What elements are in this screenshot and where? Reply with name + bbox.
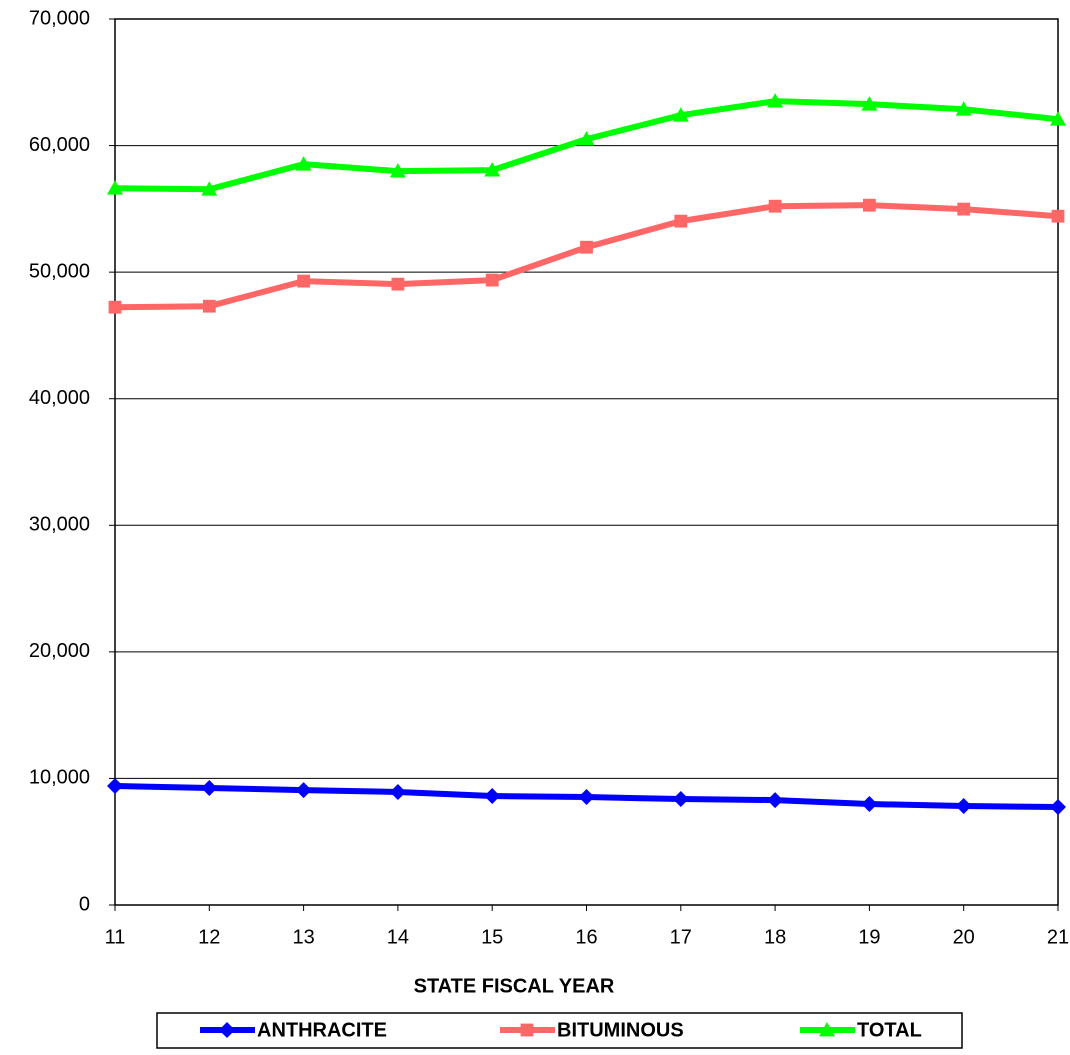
marker <box>107 778 123 795</box>
y-tick-label: 30,000 <box>29 514 90 536</box>
x-axis-label: STATE FISCAL YEAR <box>414 975 615 997</box>
legend-marker <box>819 1022 835 1037</box>
marker <box>768 199 782 213</box>
marker <box>297 274 310 288</box>
marker <box>108 300 122 314</box>
x-tick-label: 13 <box>292 926 314 948</box>
y-tick-label: 20,000 <box>29 640 90 662</box>
x-tick-label: 21 <box>1047 926 1069 948</box>
marker <box>672 107 689 122</box>
x-tick-label: 17 <box>670 926 692 948</box>
marker <box>107 180 123 195</box>
x-tick-label: 15 <box>481 926 503 948</box>
marker <box>201 181 218 196</box>
marker <box>580 240 593 254</box>
marker <box>955 798 972 815</box>
x-tick-label: 20 <box>953 926 975 948</box>
y-tick-label: 0 <box>79 893 90 915</box>
marker <box>578 131 595 146</box>
legend-label: TOTAL <box>857 1019 922 1041</box>
marker <box>1051 209 1065 223</box>
x-tick-label: 19 <box>858 926 880 948</box>
legend-label: BITUMINOUS <box>557 1019 684 1041</box>
marker <box>863 198 876 212</box>
y-tick-label: 10,000 <box>29 767 90 789</box>
marker <box>861 96 878 111</box>
marker <box>767 792 784 809</box>
marker <box>484 162 501 177</box>
marker <box>1050 111 1066 126</box>
marker <box>672 791 689 808</box>
y-tick-label: 40,000 <box>29 387 90 409</box>
marker <box>1050 799 1066 816</box>
marker <box>861 795 878 812</box>
marker <box>389 163 406 178</box>
marker <box>295 782 312 799</box>
x-tick-label: 14 <box>387 926 409 948</box>
legend-marker <box>520 1023 534 1037</box>
marker <box>674 214 688 228</box>
y-tick-label: 70,000 <box>29 7 90 29</box>
y-tick-label: 60,000 <box>29 134 90 156</box>
legend-marker <box>219 1022 235 1038</box>
marker <box>767 93 784 108</box>
x-tick-label: 11 <box>105 926 126 948</box>
marker <box>484 788 501 805</box>
marker <box>955 101 972 116</box>
marker <box>202 299 216 313</box>
marker <box>957 202 971 216</box>
marker <box>578 789 595 806</box>
marker <box>391 277 405 291</box>
marker <box>485 273 499 287</box>
legend-label: ANTHRACITE <box>257 1019 387 1041</box>
x-tick-label: 18 <box>764 926 786 948</box>
marker <box>295 156 312 171</box>
marker <box>201 780 218 797</box>
marker <box>389 783 406 800</box>
x-tick-label: 12 <box>198 926 220 948</box>
plot-area <box>114 18 1059 906</box>
x-tick-label: 16 <box>575 926 597 948</box>
y-tick-label: 50,000 <box>29 260 90 282</box>
